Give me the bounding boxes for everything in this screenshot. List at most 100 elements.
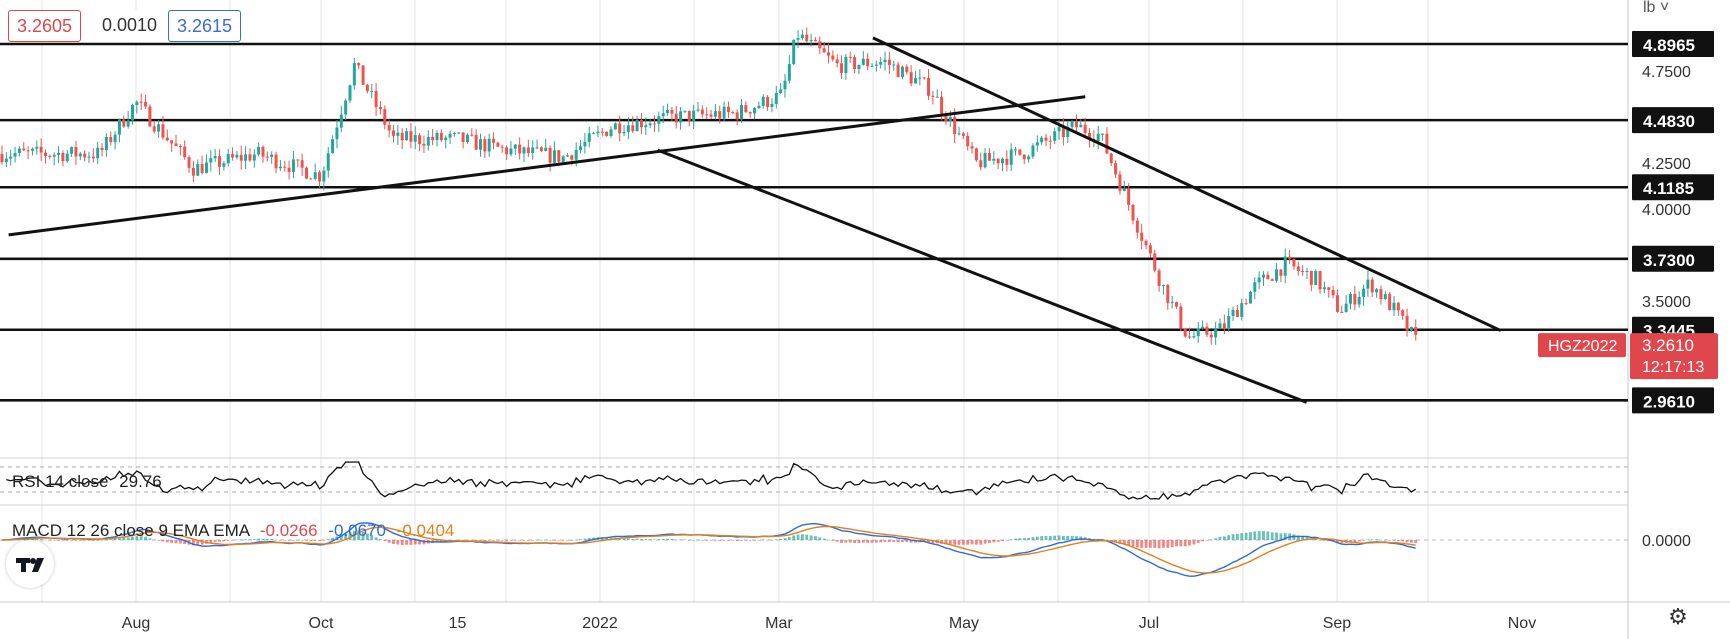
candle-body bbox=[409, 131, 413, 142]
macd-histogram-bar bbox=[322, 540, 326, 541]
macd-histogram-bar bbox=[522, 540, 526, 541]
macd-histogram-bar bbox=[1262, 531, 1265, 540]
candle-body bbox=[74, 147, 78, 157]
candle-body bbox=[1353, 293, 1357, 305]
tradingview-logo[interactable] bbox=[6, 540, 54, 588]
candle-body bbox=[170, 140, 174, 144]
candle-body bbox=[274, 154, 278, 169]
macd-histogram-bar bbox=[648, 539, 652, 540]
macd-histogram-bar bbox=[783, 538, 787, 540]
candle-body bbox=[800, 34, 804, 39]
candle-body bbox=[1331, 289, 1335, 296]
macd-histogram-bar bbox=[1005, 540, 1009, 541]
macd-histogram-bar bbox=[505, 540, 508, 541]
macd-histogram-bar bbox=[700, 540, 704, 541]
candle-body bbox=[753, 108, 757, 114]
macd-histogram-bar bbox=[400, 540, 404, 546]
ask-price[interactable]: 3.2615 bbox=[168, 10, 242, 42]
macd-hist-value: -0.0266 bbox=[259, 521, 318, 540]
candle-body bbox=[152, 126, 156, 132]
candle-body bbox=[461, 132, 465, 143]
candle-body bbox=[883, 59, 887, 63]
candle-body bbox=[1305, 271, 1309, 273]
candle-body bbox=[357, 63, 361, 66]
macd-histogram-bar bbox=[183, 540, 187, 544]
candle-body bbox=[1357, 296, 1361, 305]
level-tag bbox=[1632, 245, 1714, 272]
macd-name: MACD 12 26 close 9 EMA EMA bbox=[12, 521, 250, 540]
macd-histogram-bar bbox=[157, 540, 160, 541]
candle-body bbox=[526, 147, 530, 153]
macd-histogram-bar bbox=[487, 540, 491, 541]
rsi-legend[interactable]: RSI 14 close 29.76 bbox=[12, 472, 162, 492]
candle-body bbox=[1048, 140, 1052, 142]
macd-legend[interactable]: MACD 12 26 close 9 EMA EMA -0.0266 -0.06… bbox=[12, 521, 454, 541]
candle-body bbox=[992, 158, 996, 161]
macd-histogram-bar bbox=[583, 538, 587, 540]
macd-histogram-bar bbox=[383, 540, 387, 542]
macd-line-value: -0.0670 bbox=[328, 521, 386, 540]
macd-histogram-bar bbox=[339, 534, 343, 540]
macd-histogram-bar bbox=[1388, 540, 1392, 541]
axes: 4.7500 4.2500 4.0000 3.5000 Aug Oct 15 2022 Mar M… bbox=[122, 64, 1691, 632]
macd-histogram-bar bbox=[1275, 532, 1278, 540]
candle-body bbox=[870, 65, 874, 67]
macd-histogram-bar bbox=[1240, 533, 1244, 540]
macd-histogram-bar bbox=[901, 540, 904, 543]
candle-body bbox=[687, 110, 691, 122]
candle-body bbox=[822, 48, 826, 53]
candle-body bbox=[1344, 303, 1348, 313]
candle-body bbox=[1314, 271, 1318, 285]
macd-histogram-bar bbox=[283, 540, 287, 541]
macd-histogram-bar bbox=[1410, 540, 1413, 543]
candle-body bbox=[1127, 188, 1131, 205]
bid-price[interactable]: 3.2605 bbox=[8, 10, 82, 42]
candle-body bbox=[174, 143, 178, 147]
settings-gear-icon[interactable]: ⚙ bbox=[1668, 604, 1688, 629]
macd-histogram-bar bbox=[1266, 531, 1270, 540]
macd-histogram-bar bbox=[1179, 540, 1183, 547]
macd-histogram-bar bbox=[814, 536, 817, 540]
macd-histogram-bar bbox=[1153, 540, 1157, 548]
candle-body bbox=[1088, 132, 1091, 139]
macd-histogram-bar bbox=[605, 537, 609, 540]
candle-body bbox=[492, 138, 496, 143]
macd-histogram-bar bbox=[1370, 539, 1374, 541]
macd-histogram-bar bbox=[979, 540, 983, 545]
candle-body bbox=[648, 123, 652, 126]
macd-histogram-bar bbox=[105, 539, 108, 540]
candle-body bbox=[970, 146, 974, 149]
candle-body bbox=[966, 135, 970, 147]
candle-body bbox=[679, 111, 683, 123]
macd-histogram-bar bbox=[348, 532, 352, 540]
macd-histogram-bar bbox=[1222, 536, 1226, 540]
macd-histogram-bar bbox=[631, 538, 635, 540]
candle-body bbox=[657, 116, 661, 124]
candle-body bbox=[0, 153, 4, 163]
macd-histogram-bar bbox=[483, 540, 487, 542]
candle-body bbox=[1388, 294, 1392, 311]
candle-body bbox=[339, 114, 343, 128]
price-unit-selector[interactable]: lb ˅ bbox=[1643, 0, 1670, 16]
macd-histogram-bar bbox=[344, 533, 348, 540]
candle-body bbox=[370, 90, 374, 92]
candle-body bbox=[418, 135, 422, 144]
time-tick-label: May bbox=[949, 615, 979, 632]
macd-histogram-bar bbox=[840, 540, 843, 543]
macd-histogram-bar bbox=[666, 538, 669, 540]
macd-histogram-bar bbox=[1053, 535, 1057, 540]
candle-body bbox=[1105, 133, 1109, 154]
trend-lines[interactable] bbox=[8, 36, 1502, 404]
candle-body bbox=[1122, 188, 1126, 191]
macd-histogram-bar bbox=[566, 540, 569, 541]
macd-histogram-bar bbox=[761, 539, 765, 541]
candle-body bbox=[87, 156, 91, 158]
macd-histogram-bar bbox=[687, 540, 691, 541]
macd-histogram-bar bbox=[970, 540, 974, 545]
candle-body bbox=[1292, 258, 1296, 267]
horizontal-levels[interactable] bbox=[0, 42, 1628, 402]
macd-histogram-bar bbox=[1044, 536, 1048, 540]
candle-body bbox=[78, 153, 82, 157]
macd-histogram-bar bbox=[657, 539, 661, 540]
